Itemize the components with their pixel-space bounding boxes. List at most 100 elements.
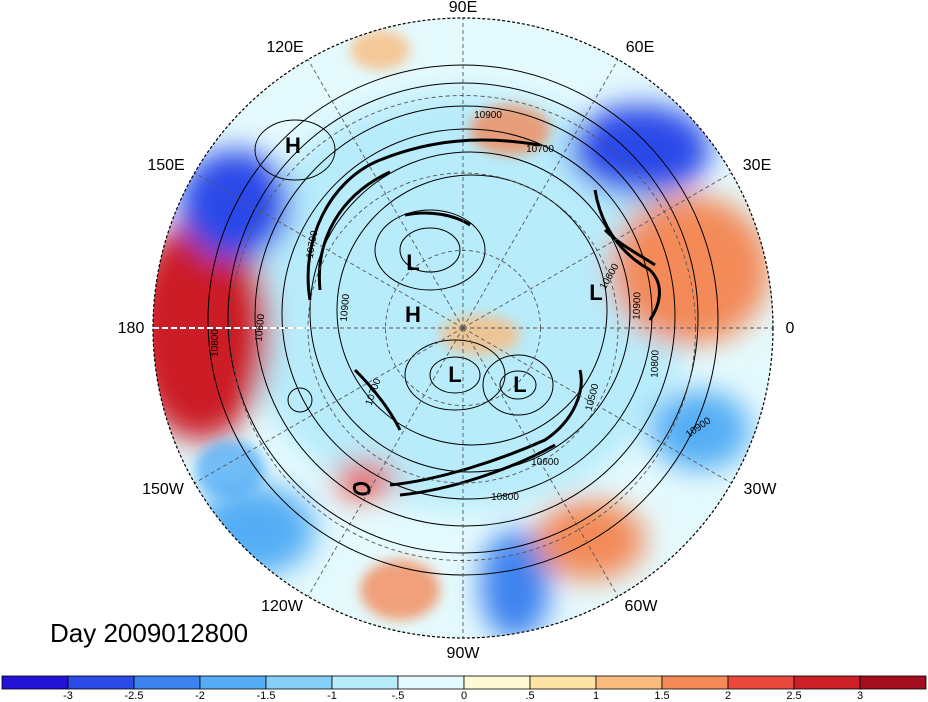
colorbar-tick-label: -3 xyxy=(63,690,73,702)
colorbar-tick-label: 1 xyxy=(593,690,599,702)
contour-ring xyxy=(254,105,676,527)
map-disk xyxy=(153,18,773,638)
colorbar: -3 -2.5 -2 -1.5 -1 -.5 0 .5 1 1.5 2 2.5 3 xyxy=(1,675,927,702)
contour-label: 10800 xyxy=(650,349,662,378)
longitude-label: 180 xyxy=(118,320,145,337)
colorbar-tick-label: 3 xyxy=(857,690,863,702)
contour-label: 10700 xyxy=(526,144,554,155)
jet-pacific xyxy=(353,368,402,431)
longitude-label: 0 xyxy=(786,320,795,337)
colorbar-swatch xyxy=(463,675,531,690)
jet-europe-inner xyxy=(603,228,656,267)
contour-labels: 10900 10700 10700 10900 10600 10800 10900 10800… xyxy=(210,110,713,503)
contour-ring xyxy=(336,174,608,446)
marker-h-east-siberia: H xyxy=(285,133,301,158)
colorbar-swatch xyxy=(793,675,861,690)
jet-na-inner xyxy=(399,443,556,497)
colorbar-swatch xyxy=(67,675,135,690)
jet-asia-inner xyxy=(317,170,391,291)
anomaly-atlantic-blue xyxy=(650,390,750,470)
meridian-line xyxy=(462,327,732,484)
anomaly-pacific-red xyxy=(153,220,270,440)
longitude-label: 90E xyxy=(449,0,477,16)
colorbar-tick-label: 0 xyxy=(461,690,467,702)
anomaly-russia-blue xyxy=(570,105,710,195)
meridian-line xyxy=(462,59,619,329)
contour-label: 10600 xyxy=(531,457,559,468)
meridian-line xyxy=(462,172,732,329)
colorbar-tick-label: 1.5 xyxy=(654,690,669,702)
meridian-line xyxy=(307,327,464,597)
colorbar-swatch xyxy=(397,675,465,690)
marker-l-hudson: L xyxy=(448,362,461,387)
pressure-markers: H L H L L L xyxy=(285,133,603,397)
contour-label: 10900 xyxy=(632,291,644,320)
contour-low-baffin xyxy=(482,354,554,416)
jet-streaks xyxy=(306,138,661,497)
colorbar-tick-label: 2 xyxy=(725,690,731,702)
longitude-label: 150W xyxy=(142,481,185,498)
marker-l-baffin: L xyxy=(513,372,526,397)
contour-label: 10800 xyxy=(210,329,221,357)
contour-low-siberia xyxy=(374,209,486,291)
contour-low-hudson xyxy=(429,356,481,394)
colorbar-swatch xyxy=(1,675,69,690)
colorbar-swatch xyxy=(859,675,927,690)
anomaly-eastpacific-blue xyxy=(195,485,315,575)
contour-label: 10800 xyxy=(491,492,519,503)
colorbar-swatch xyxy=(595,675,663,690)
colorbar-tick-label: -.5 xyxy=(392,690,405,702)
colorbar-tick-label: -1.5 xyxy=(257,690,276,702)
colorbar-tick-label: -2 xyxy=(195,690,205,702)
contour-low-siberia xyxy=(399,227,461,273)
anomaly-midatlantic-red xyxy=(535,500,645,580)
colorbar-swatch xyxy=(265,675,333,690)
contour-label: 10900 xyxy=(474,110,502,121)
longitude-label: 120E xyxy=(266,39,303,56)
colorbar-swatch xyxy=(199,675,267,690)
contour-label: 10600 xyxy=(254,313,267,342)
contour-high-east-siberia xyxy=(254,119,336,181)
marker-h-pole: H xyxy=(405,302,421,327)
longitude-label: 60W xyxy=(625,598,659,615)
longitude-label: 60E xyxy=(626,39,654,56)
marker-l-europe: L xyxy=(589,280,602,305)
meridian-line xyxy=(307,59,464,329)
colorbar-tick-label: -1 xyxy=(327,690,337,702)
colorbar-swatch xyxy=(529,675,597,690)
anomaly-w-blue xyxy=(195,440,265,500)
longitude-label: 30E xyxy=(743,157,771,174)
anomaly-n-red xyxy=(350,30,410,70)
contour-label: 10900 xyxy=(339,293,352,322)
longitude-labels: 90E 60E 30E 0 30W 60W 90W 120W 150W 180 150E 120E xyxy=(118,0,795,662)
contour-low-baffin xyxy=(499,370,537,400)
disk-outline xyxy=(152,17,774,639)
colorbar-swatch xyxy=(727,675,795,690)
jet-europe xyxy=(593,189,661,321)
colorbar-tick-label: 2.5 xyxy=(786,690,801,702)
anomaly-extra xyxy=(195,30,550,620)
colorbar-swatch xyxy=(133,675,201,690)
meridian-line xyxy=(194,172,464,329)
anomaly-europe-red xyxy=(610,195,770,345)
colorbar-swatch xyxy=(661,675,729,690)
longitude-label: 120W xyxy=(261,598,304,615)
anomaly-s-red xyxy=(360,560,440,620)
contour-pacific xyxy=(287,387,313,413)
jet-na xyxy=(389,369,583,487)
longitude-label: 150E xyxy=(147,157,184,174)
anomaly-alaska-red xyxy=(335,462,395,498)
colorbar-swatch xyxy=(331,675,399,690)
jet-pole xyxy=(404,211,471,227)
page-title: Day 2009012800 xyxy=(50,618,249,648)
contour-ring xyxy=(309,151,631,473)
longitude-label: 30W xyxy=(744,481,778,498)
longitude-label: 90W xyxy=(447,645,481,662)
marker-l-siberia: L xyxy=(406,250,419,275)
meridian-line xyxy=(462,327,619,597)
anomaly-pole-red xyxy=(440,315,520,355)
jet-asia xyxy=(306,138,541,301)
contour-label: 10700 xyxy=(305,229,321,259)
colorbar-tick-label: -2.5 xyxy=(125,690,144,702)
